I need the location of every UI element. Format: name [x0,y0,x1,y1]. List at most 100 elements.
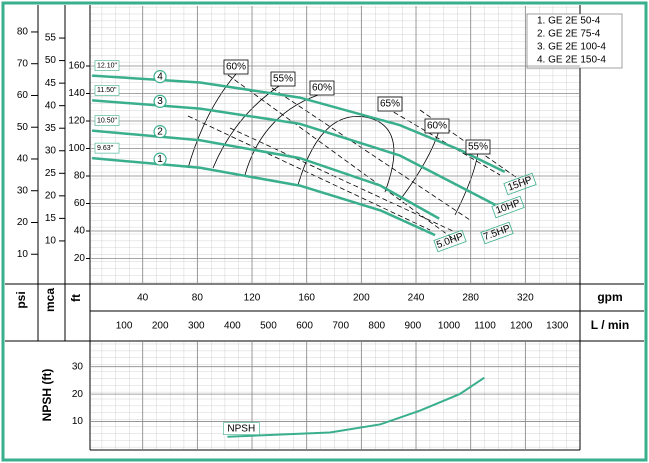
axis-label: gpm [597,290,622,304]
x2-tick-label: 1100 [474,321,496,332]
power-box [491,195,525,219]
curve-marker [153,94,167,108]
axis-label: NPSH (ft) [40,369,54,422]
x-tick-label: 40 [137,293,149,304]
x-tick-label: 320 [517,293,534,304]
x2-tick-label: 1300 [546,321,569,332]
axis-label: ft [69,294,83,302]
curve-marker [153,152,167,166]
x-tick-label: 120 [244,293,261,304]
legend-entry: 4. GE 2E 150-4 [537,55,606,66]
y2-tick-label: 70 [17,58,29,69]
legend [526,13,623,69]
x2-tick-label: 100 [116,321,133,332]
y3-tick-label: 15 [45,213,57,224]
efficiency-label: 55% [468,142,488,153]
y2-tick-label: 50 [17,122,29,133]
efficiency-box [223,59,249,75]
y3-tick-label: 50 [45,55,57,66]
y-tick-label: 40 [74,226,86,237]
y3-tick-label: 35 [45,123,57,134]
efficiency-label: 60% [226,62,246,73]
trim-label: 12.10" [97,62,118,69]
y2-tick-label: 80 [17,27,29,38]
x2-tick-label: 1000 [438,321,461,332]
efficiency-box [270,71,296,87]
y-tick-label: 20 [74,253,86,264]
efficiency-label: 60% [427,121,447,132]
x2-tick-label: 800 [368,321,385,332]
axis-label: psi [14,291,28,308]
x2-tick-label: 900 [405,321,422,332]
curve-marker-label: 1 [157,154,163,165]
curve-marker-label: 2 [157,126,163,137]
efficiency-box [309,80,335,96]
y2-tick-label: 20 [17,217,29,228]
y-tick-label: 120 [68,116,85,127]
trim-label: 10.50" [97,117,118,124]
efficiency-box [424,118,450,134]
power-box [480,221,514,245]
trim-box [94,115,120,126]
axis-label: L / min [591,318,629,332]
trim-box [94,142,120,154]
curve-marker [153,125,167,139]
power-box [503,172,537,196]
y2-tick-label: 30 [17,185,29,196]
pump-curve [92,99,496,207]
y3-tick-label: 55 [45,33,57,44]
x2-tick-label: 700 [332,321,349,332]
y3-tick-label: 10 [45,236,57,247]
trim-label: 9.63" [97,145,114,152]
efficiency-label: 60% [312,83,332,94]
minor-grid [90,6,580,284]
efficiency-label: 55% [273,74,293,85]
y-tick-label: 140 [68,88,85,99]
legend-entry: 3. GE 2E 100-4 [537,42,606,53]
efficiency-box [377,96,403,112]
npsh-curve [227,376,485,438]
x-tick-label: 280 [462,293,479,304]
curve-marker-label: 4 [157,71,163,82]
trim-box [94,85,120,96]
x2-tick-label: 500 [260,321,277,332]
y2-tick-label: 10 [17,249,29,260]
x2-tick-label: 400 [224,321,241,332]
axis-label: mca [43,288,57,312]
y-tick-label: 100 [68,143,85,154]
y3-tick-label: 25 [45,168,57,179]
curve-marker [153,70,167,84]
npsh-box [223,422,260,435]
curve-marker-label: 3 [157,96,163,107]
y3-tick-label: 20 [45,190,57,201]
y3-tick-label: 45 [45,78,57,89]
x-tick-label: 200 [353,293,370,304]
minor-grid [90,342,580,449]
x-tick-label: 80 [192,293,204,304]
trim-box [94,60,120,71]
y-tick-label: 20 [72,389,84,400]
y-tick-label: 80 [74,171,86,182]
y3-tick-label: 30 [45,145,57,156]
pump-curve [91,129,440,220]
legend-entry: 1. GE 2E 50-4 [537,16,601,27]
x-tick-label: 160 [298,293,315,304]
x2-tick-label: 1200 [510,321,533,332]
y3-tick-label: 40 [45,100,57,111]
pump-curve [91,156,436,237]
legend-entry: 2. GE 2E 75-4 [537,29,601,40]
power-box [433,229,467,253]
x2-tick-label: 200 [152,321,169,332]
y-tick-label: 10 [72,416,84,427]
y-tick-label: 30 [72,361,84,372]
x2-tick-label: 300 [188,321,205,332]
y-tick-label: 160 [68,61,85,72]
y-tick-label: 60 [74,198,86,209]
x2-tick-label: 600 [296,321,313,332]
trim-label: 11.50" [97,87,117,94]
efficiency-label: 65% [380,99,400,110]
efficiency-box [465,139,491,155]
y2-tick-label: 60 [17,90,29,101]
x-tick-label: 240 [408,293,425,304]
y2-tick-label: 40 [17,154,29,165]
